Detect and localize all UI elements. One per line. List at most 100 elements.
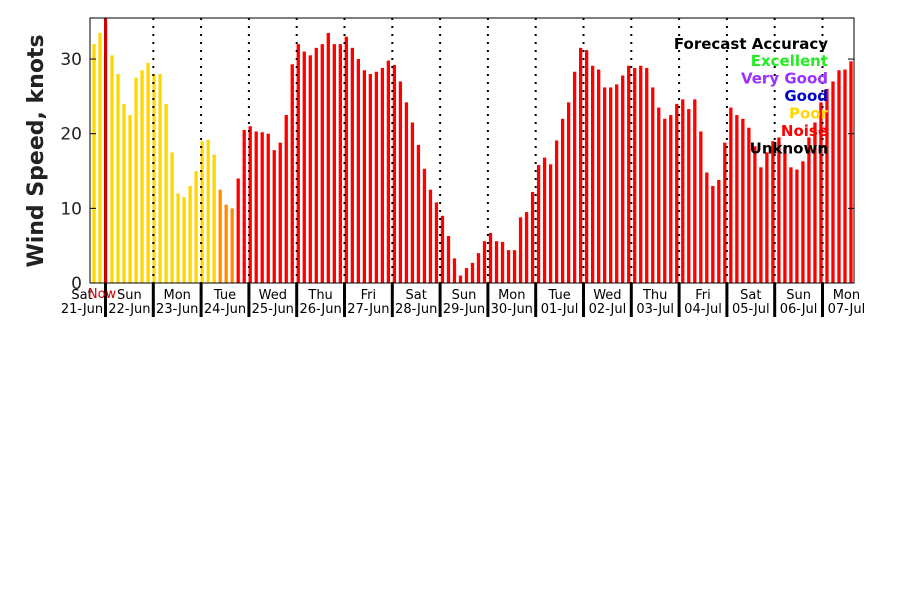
y-tick-label: 0	[71, 274, 82, 294]
legend-title: Forecast Accuracy	[674, 35, 828, 53]
x-date-label: 04-Jul	[684, 302, 722, 317]
bar	[849, 61, 853, 283]
bar	[428, 189, 433, 283]
bar	[350, 47, 354, 283]
bar	[416, 144, 421, 283]
bar	[777, 137, 781, 283]
bar	[500, 241, 505, 283]
x-day-label: Mon	[498, 288, 525, 303]
bar	[825, 88, 829, 283]
bar	[212, 154, 216, 283]
bar	[512, 250, 517, 283]
bar	[290, 64, 294, 283]
bar	[554, 140, 559, 283]
bar	[146, 62, 150, 283]
bar	[494, 241, 499, 283]
now-label: Now	[88, 287, 117, 302]
bar	[176, 193, 180, 283]
x-date-label: 25-Jun	[252, 302, 294, 317]
bars-group	[92, 21, 853, 284]
x-day-label: Mon	[163, 288, 190, 303]
bar	[765, 152, 769, 283]
x-date-label: 02-Jul	[589, 302, 627, 317]
bar	[645, 68, 649, 283]
bar	[729, 107, 733, 283]
bar	[681, 99, 685, 284]
bar	[542, 157, 547, 283]
bar	[398, 81, 403, 283]
bar	[200, 141, 204, 283]
x-day-label: Sun	[452, 288, 477, 303]
x-date-label: 05-Jul	[732, 302, 770, 317]
x-date-label: 07-Jul	[828, 302, 866, 317]
bar	[651, 87, 655, 283]
bar	[242, 129, 246, 283]
bar	[302, 51, 306, 284]
bar	[476, 253, 481, 283]
y-tick-label: 10	[60, 199, 82, 219]
bar	[603, 87, 607, 283]
x-tick-labels: Sat21-JunSun22-JunMon23-JunTue24-JunWed2…	[61, 288, 865, 317]
bar	[837, 70, 841, 283]
bar	[591, 65, 595, 284]
bar	[566, 102, 571, 283]
x-day-label: Fri	[361, 288, 377, 303]
bar	[735, 115, 739, 283]
bar	[344, 36, 348, 283]
bar	[464, 268, 469, 283]
bar	[182, 197, 186, 283]
x-date-label: 23-Jun	[156, 302, 198, 317]
x-date-label: 22-Jun	[108, 302, 150, 317]
bar	[194, 171, 198, 283]
x-day-label: Wed	[259, 288, 287, 303]
x-day-label: Wed	[593, 288, 621, 303]
bar	[771, 141, 775, 283]
bar	[530, 191, 535, 283]
x-day-label: Thu	[307, 288, 332, 303]
x-day-label: Tue	[213, 288, 236, 303]
bar	[657, 107, 661, 283]
x-day-label: Fri	[695, 288, 711, 303]
y-ticks: 0 10 20 30	[60, 50, 854, 294]
bar	[585, 50, 589, 283]
bar	[597, 69, 601, 283]
legend-item: Excellent	[751, 52, 828, 70]
legend-item: Poor	[789, 105, 829, 123]
x-day-label: Sun	[117, 288, 142, 303]
bar	[801, 161, 805, 283]
legend-item: Good	[784, 87, 828, 105]
bar	[224, 204, 228, 283]
bar	[422, 168, 427, 283]
bar	[218, 189, 222, 283]
x-day-label: Sat	[406, 288, 427, 303]
bar	[284, 115, 288, 283]
bar	[260, 132, 264, 283]
bar	[278, 142, 282, 283]
bar	[711, 185, 715, 283]
bar	[819, 102, 823, 283]
bar	[368, 73, 373, 284]
bar	[98, 32, 102, 284]
bar	[621, 75, 625, 283]
bar	[266, 133, 270, 283]
bar	[747, 127, 751, 283]
bar	[122, 103, 126, 283]
x-date-label: 21-Jun	[61, 302, 103, 317]
bar	[723, 142, 727, 283]
bar	[188, 185, 192, 283]
bar	[488, 232, 493, 283]
bar	[236, 178, 240, 283]
bar	[326, 32, 330, 284]
x-day-label: Thu	[642, 288, 667, 303]
bar	[687, 109, 691, 283]
bar	[753, 146, 757, 283]
bar	[831, 81, 835, 283]
bar	[230, 208, 234, 283]
bar	[578, 47, 583, 283]
bar	[374, 71, 379, 283]
bar	[458, 275, 463, 283]
legend-item: Very Good	[741, 70, 828, 88]
bar	[795, 169, 799, 283]
bar	[482, 241, 487, 283]
